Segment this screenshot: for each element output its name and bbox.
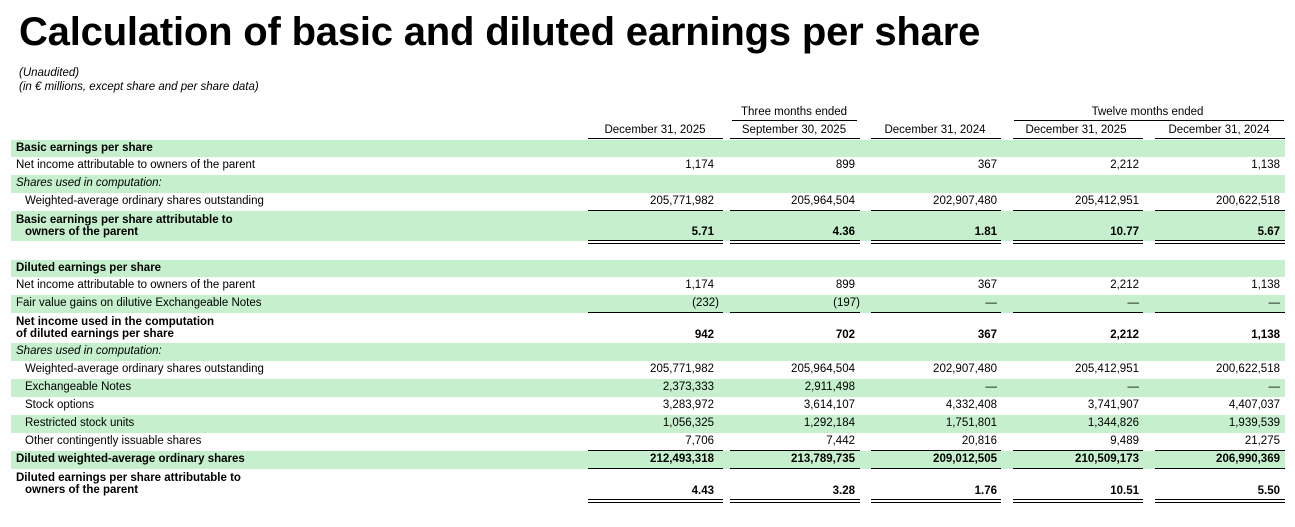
basic-shares-label-row: Shares used in computation: xyxy=(11,175,1285,193)
basic-eps-underline-2b xyxy=(730,243,860,244)
basic-weighted-underline-1 xyxy=(588,210,723,211)
column-header-2: September 30, 2025 xyxy=(741,124,847,136)
table-row: Exchangeable Notes 2,373,333 2,911,498 —… xyxy=(11,379,1285,397)
basic-eps-underline-4b xyxy=(1013,243,1143,244)
column-header-rule-1 xyxy=(588,138,723,139)
basic-eps-underline-3a xyxy=(871,240,1001,241)
diluted-eps-underline-2a xyxy=(730,499,860,500)
net-income-used-label-line-1: Net income used in the computation xyxy=(16,316,215,328)
table-row: Stock options 3,283,972 3,614,107 4,332,… xyxy=(25,399,1280,411)
diluted-eps-label-line-2: owners of the parent xyxy=(25,484,139,496)
basic-section-header: Basic earnings per share xyxy=(11,140,1285,157)
diluted-eps-underline-4a xyxy=(1013,499,1143,500)
basic-eps-double-rule-a xyxy=(588,241,1285,242)
table-row: Weighted-average ordinary shares outstan… xyxy=(25,363,1280,375)
column-header-5: December 31, 2024 xyxy=(1168,124,1270,136)
diluted-eps-underline-4b xyxy=(1013,502,1143,503)
page-title: Calculation of basic and diluted earning… xyxy=(19,10,981,54)
subtitle-units: (in € millions, except share and per sha… xyxy=(19,81,259,93)
group-header-twelve-months: Twelve months ended xyxy=(1091,106,1204,118)
basic-eps-underline-1b xyxy=(588,243,723,244)
basic-eps-underline-5b xyxy=(1155,243,1285,244)
diluted-weighted-underline-2 xyxy=(730,468,860,469)
other-underline-3 xyxy=(871,450,1001,451)
basic-eps-underline-1a xyxy=(588,240,723,241)
table-row: Diluted weighted-average ordinary shares… xyxy=(11,451,1285,469)
basic-eps-underline-2a xyxy=(730,240,860,241)
column-header-rule-2 xyxy=(730,138,860,139)
column-header-3: December 31, 2024 xyxy=(884,124,986,136)
column-header-rule-5 xyxy=(1155,138,1285,139)
diluted-eps-underline-3b xyxy=(871,502,1001,503)
table-row: Net income attributable to owners of the… xyxy=(16,279,1280,291)
other-underline-5 xyxy=(1155,450,1285,451)
basic-weighted-underline-5 xyxy=(1155,210,1285,211)
table-row: Net income attributable to owners of the… xyxy=(16,159,1280,171)
diluted-shares-label-row: Shares used in computation: xyxy=(11,343,1285,361)
fair-value-underline-2 xyxy=(730,312,860,313)
table-row: Fair value gains on dilutive Exchangeabl… xyxy=(11,295,1285,313)
table-row: Restricted stock units 1,056,325 1,292,1… xyxy=(11,415,1285,433)
basic-weighted-underline-3 xyxy=(871,210,1001,211)
column-header-rule-4 xyxy=(1013,138,1143,139)
basic-eps-row: Basic earnings per share attributable to… xyxy=(11,211,1285,241)
diluted-eps-underline-5b xyxy=(1155,502,1285,503)
group-header-twelve-months-rule xyxy=(1014,120,1284,121)
table-row: Net income used in the computation of di… xyxy=(16,316,1280,341)
diluted-weighted-underline-4 xyxy=(1013,468,1143,469)
column-header-1: December 31, 2025 xyxy=(604,124,706,136)
basic-weighted-underline-2 xyxy=(730,210,860,211)
diluted-weighted-underline-1 xyxy=(588,468,723,469)
table-row: Other contingently issuable shares 7,706… xyxy=(25,435,1280,447)
diluted-section-header: Diluted earnings per share xyxy=(11,260,1285,277)
fair-value-underline-4 xyxy=(1013,312,1143,313)
fair-value-underline-3 xyxy=(871,312,1001,313)
subtitle-unaudited: (Unaudited) xyxy=(19,67,80,79)
net-income-used-label-line-2: of diluted earnings per share xyxy=(16,328,174,340)
fair-value-underline-1 xyxy=(588,312,723,313)
column-header-4: December 31, 2025 xyxy=(1025,124,1127,136)
basic-eps-label-line-1: Basic earnings per share attributable to xyxy=(16,214,233,226)
diluted-eps-row: Diluted earnings per share attributable … xyxy=(16,472,1280,497)
diluted-weighted-underline-3 xyxy=(871,468,1001,469)
group-header-three-months: Three months ended xyxy=(740,106,848,118)
other-underline-2 xyxy=(730,450,860,451)
fair-value-underline-5 xyxy=(1155,312,1285,313)
other-underline-1 xyxy=(588,450,723,451)
group-header-three-months-rule xyxy=(732,120,857,121)
diluted-eps-underline-2b xyxy=(730,502,860,503)
diluted-eps-underline-3a xyxy=(871,499,1001,500)
basic-eps-underline-5a xyxy=(1155,240,1285,241)
basic-eps-underline-4a xyxy=(1013,240,1143,241)
column-header-rule-3 xyxy=(871,138,1001,139)
diluted-eps-label-line-1: Diluted earnings per share attributable … xyxy=(16,472,241,484)
basic-eps-label-line-2: owners of the parent xyxy=(25,226,139,238)
table-row: Weighted-average ordinary shares outstan… xyxy=(25,195,1280,207)
diluted-eps-underline-5a xyxy=(1155,499,1285,500)
basic-weighted-underline-4 xyxy=(1013,210,1143,211)
basic-eps-underline-3b xyxy=(871,243,1001,244)
diluted-weighted-underline-5 xyxy=(1155,468,1285,469)
other-underline-4 xyxy=(1013,450,1143,451)
diluted-eps-underline-1b xyxy=(588,502,723,503)
diluted-eps-underline-1a xyxy=(588,499,723,500)
